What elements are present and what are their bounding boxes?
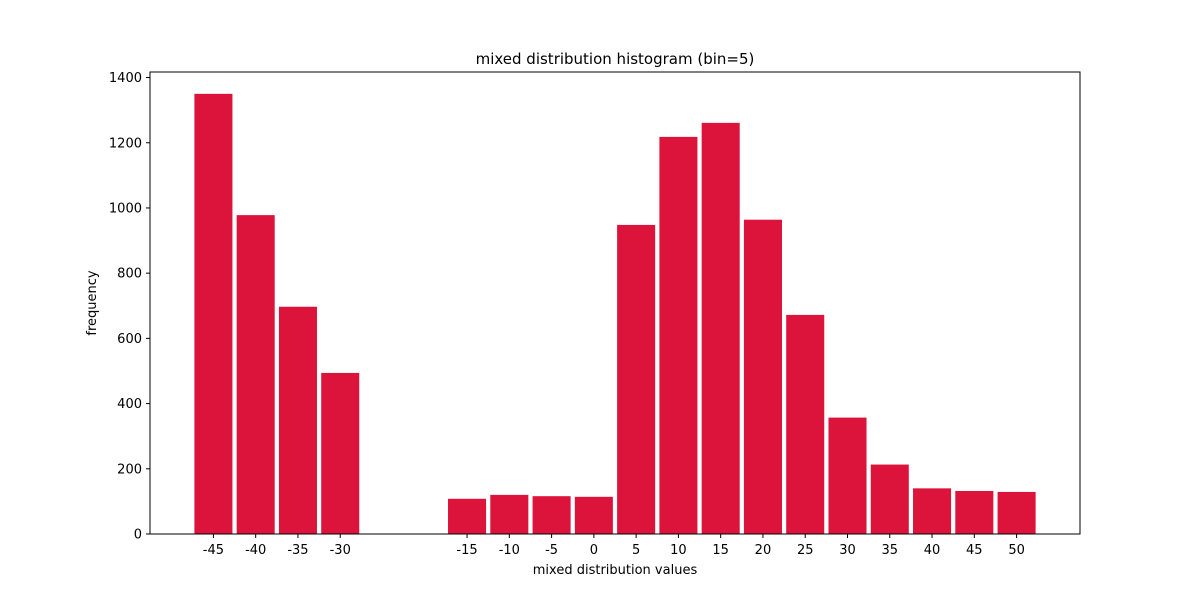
bar--15 bbox=[448, 498, 487, 534]
x-axis: -45 -40 -35 -30 -15 -10 -5 0 5 10 15 20 25 30 35 40 45 50 bbox=[203, 534, 1025, 558]
y-tick-label: 1400 bbox=[109, 71, 142, 86]
x-tick-label: 50 bbox=[1008, 543, 1025, 558]
x-tick-label: 15 bbox=[712, 543, 729, 558]
bar-15 bbox=[701, 122, 740, 535]
x-tick-label: -5 bbox=[545, 543, 558, 558]
bar-45 bbox=[955, 490, 994, 534]
x-tick-label: 10 bbox=[670, 543, 687, 558]
x-tick-label: 20 bbox=[755, 543, 772, 558]
bar-group bbox=[194, 93, 1036, 535]
y-tick-label: 800 bbox=[117, 267, 142, 282]
bar--40 bbox=[236, 215, 275, 534]
y-tick-label: 200 bbox=[117, 462, 142, 477]
bar-5 bbox=[617, 224, 656, 534]
x-tick-label: -30 bbox=[330, 543, 351, 558]
y-tick-label: 1000 bbox=[109, 201, 142, 216]
x-tick-label: 30 bbox=[839, 543, 856, 558]
y-axis-label: frequency bbox=[85, 270, 100, 336]
x-tick-label: 5 bbox=[632, 543, 640, 558]
bar-10 bbox=[659, 136, 698, 534]
y-tick-label: 400 bbox=[117, 397, 142, 412]
bar-20 bbox=[743, 219, 782, 534]
y-tick-label: 0 bbox=[134, 528, 142, 543]
x-tick-label: 40 bbox=[924, 543, 941, 558]
x-tick-label: -15 bbox=[456, 543, 477, 558]
x-tick-label: -45 bbox=[203, 543, 224, 558]
x-axis-label: mixed distribution values bbox=[533, 563, 698, 578]
bar--45 bbox=[194, 93, 233, 534]
x-tick-label: -40 bbox=[245, 543, 266, 558]
x-tick-label: -35 bbox=[287, 543, 308, 558]
chart-title: mixed distribution histogram (bin=5) bbox=[476, 50, 755, 68]
y-tick-label: 600 bbox=[117, 332, 142, 347]
bar--30 bbox=[321, 372, 360, 534]
bar-40 bbox=[913, 488, 952, 534]
bar-50 bbox=[997, 491, 1036, 534]
x-tick-label: 45 bbox=[966, 543, 983, 558]
x-tick-label: 25 bbox=[797, 543, 814, 558]
bar--35 bbox=[278, 306, 317, 534]
bar-25 bbox=[786, 314, 825, 534]
plot-area-frame bbox=[149, 71, 1081, 535]
y-axis: 0 200 400 600 800 1000 1200 1400 bbox=[109, 71, 150, 543]
bar--5 bbox=[532, 496, 571, 534]
x-tick-label: 0 bbox=[590, 543, 598, 558]
y-tick-label: 1200 bbox=[109, 136, 142, 151]
bar-30 bbox=[828, 417, 867, 534]
x-tick-label: -10 bbox=[499, 543, 520, 558]
bar-35 bbox=[870, 464, 909, 534]
bar--10 bbox=[490, 494, 529, 534]
x-tick-label: 35 bbox=[881, 543, 898, 558]
bar-0 bbox=[574, 496, 613, 534]
